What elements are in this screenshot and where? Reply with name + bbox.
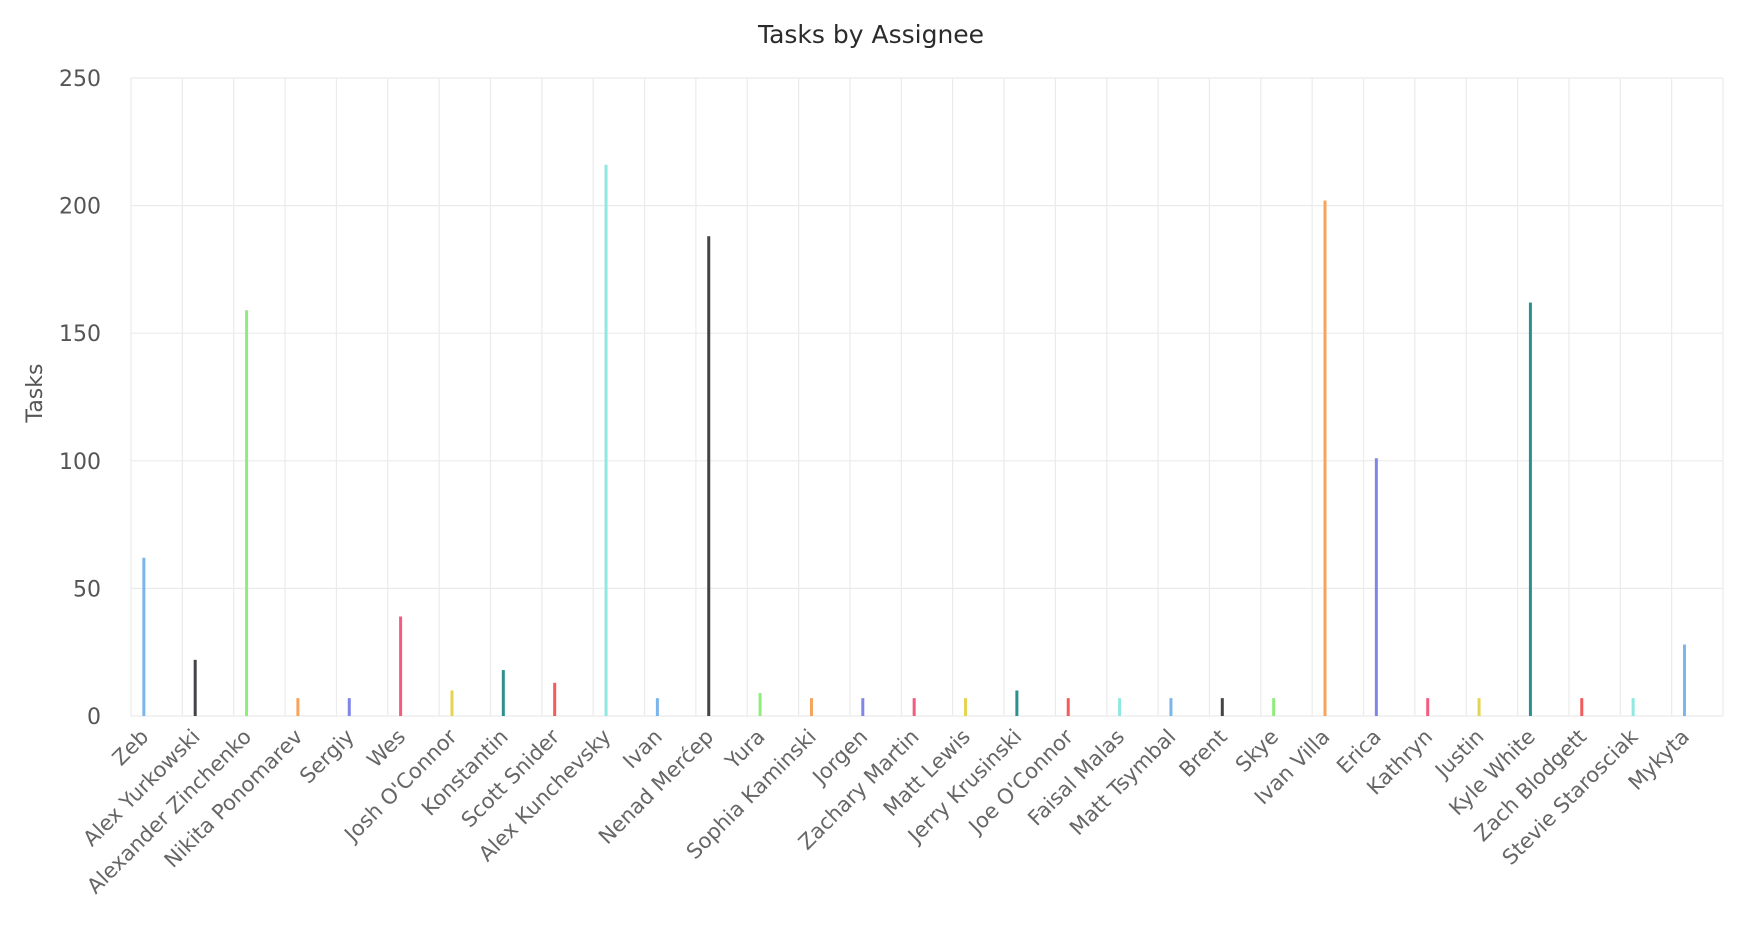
- bar: [1631, 698, 1635, 716]
- y-tick-label: 250: [59, 67, 101, 92]
- bar: [450, 690, 454, 716]
- bar: [861, 698, 865, 716]
- y-tick-label: 200: [59, 195, 101, 220]
- bar: [604, 164, 608, 716]
- bar: [1477, 698, 1481, 716]
- bar: [399, 616, 403, 716]
- grid: [130, 77, 1724, 717]
- bar: [1323, 200, 1327, 717]
- bar: [1580, 698, 1584, 716]
- bars: [142, 164, 1686, 717]
- bar: [553, 682, 557, 716]
- bar: [1528, 302, 1532, 716]
- y-tick-label: 100: [59, 450, 101, 475]
- bar: [1066, 698, 1070, 716]
- bar: [1374, 458, 1378, 716]
- x-tick-label: Sergiy: [295, 725, 359, 789]
- bar: [912, 698, 916, 716]
- bar: [655, 698, 659, 716]
- bar: [1682, 644, 1686, 716]
- x-tick-label: Brent: [1175, 725, 1232, 782]
- bar: [501, 670, 505, 716]
- bar: [142, 557, 146, 716]
- bar: [1015, 690, 1019, 716]
- bar: [809, 698, 813, 716]
- bar: [347, 698, 351, 716]
- bar: [1169, 698, 1173, 716]
- y-tick-label: 50: [73, 577, 101, 602]
- y-axis-label: Tasks: [23, 364, 48, 424]
- y-tick-label: 0: [87, 705, 101, 730]
- bar: [193, 659, 197, 716]
- chart-title: Tasks by Assignee: [757, 20, 985, 49]
- y-axis-ticks: 0 50 100 150 200 250: [59, 67, 101, 730]
- bar: [707, 236, 711, 716]
- bar: [1426, 698, 1430, 716]
- bar: [1272, 698, 1276, 716]
- bar: [245, 310, 249, 716]
- y-tick-label: 150: [59, 322, 101, 347]
- x-tick-label: Zeb: [108, 725, 154, 771]
- bar: [1118, 698, 1122, 716]
- bar: [964, 698, 968, 716]
- bar: [1220, 698, 1224, 716]
- bar: [296, 698, 300, 716]
- bar: [758, 693, 762, 716]
